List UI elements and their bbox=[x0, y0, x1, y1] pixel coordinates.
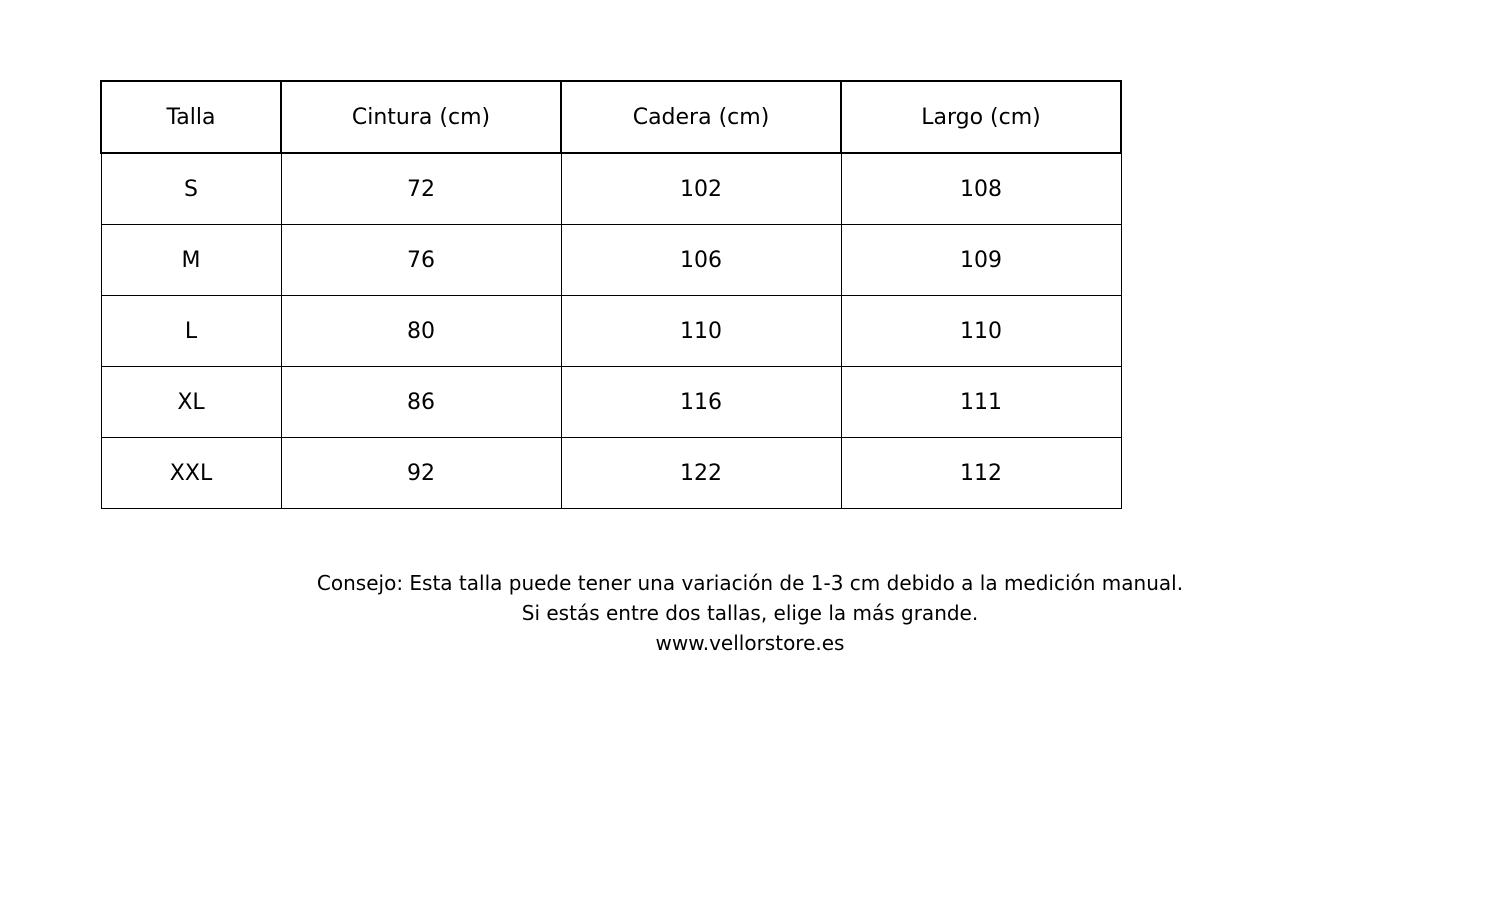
cell-cadera: 122 bbox=[560, 437, 842, 509]
cell-size-label: XXL bbox=[100, 437, 282, 509]
header-cell-cadera: Cadera (cm) bbox=[560, 80, 842, 154]
header-cell-largo: Largo (cm) bbox=[840, 80, 1122, 154]
table-header-row: Talla Cintura (cm) Cadera (cm) Largo (cm… bbox=[100, 80, 1122, 154]
cell-cintura: 76 bbox=[280, 224, 562, 296]
cell-cadera: 110 bbox=[560, 295, 842, 367]
cell-largo: 108 bbox=[840, 152, 1122, 225]
table-row-s: S 72 102 108 bbox=[100, 152, 1122, 225]
table-row-m: M 76 106 109 bbox=[100, 224, 1122, 296]
cell-cadera: 106 bbox=[560, 224, 842, 296]
cell-size-label: S bbox=[100, 152, 282, 225]
advice-note-block: Consejo: Esta talla puede tener una vari… bbox=[0, 568, 1500, 658]
advice-line-2: Si estás entre dos tallas, elige la más … bbox=[521, 601, 979, 625]
cell-size-label: M bbox=[100, 224, 282, 296]
cell-cintura: 80 bbox=[280, 295, 562, 367]
size-table: Talla Cintura (cm) Cadera (cm) Largo (cm… bbox=[100, 80, 1122, 509]
cell-cintura: 72 bbox=[280, 152, 562, 225]
table-row-l: L 80 110 110 bbox=[100, 295, 1122, 367]
cell-largo: 109 bbox=[840, 224, 1122, 296]
cell-largo: 111 bbox=[840, 366, 1122, 438]
cell-largo: 112 bbox=[840, 437, 1122, 509]
cell-cintura: 86 bbox=[280, 366, 562, 438]
table-row-xl: XL 86 116 111 bbox=[100, 366, 1122, 438]
cell-size-label: L bbox=[100, 295, 282, 367]
cell-largo: 110 bbox=[840, 295, 1122, 367]
cell-cintura: 92 bbox=[280, 437, 562, 509]
header-cell-talla: Talla bbox=[100, 80, 282, 154]
website-url: www.vellorstore.es bbox=[655, 631, 845, 655]
cell-cadera: 102 bbox=[560, 152, 842, 225]
header-cell-cintura: Cintura (cm) bbox=[280, 80, 562, 154]
cell-cadera: 116 bbox=[560, 366, 842, 438]
advice-line-1: Consejo: Esta talla puede tener una vari… bbox=[316, 571, 1184, 595]
table-row-xxl: XXL 92 122 112 bbox=[100, 437, 1122, 509]
cell-size-label: XL bbox=[100, 366, 282, 438]
